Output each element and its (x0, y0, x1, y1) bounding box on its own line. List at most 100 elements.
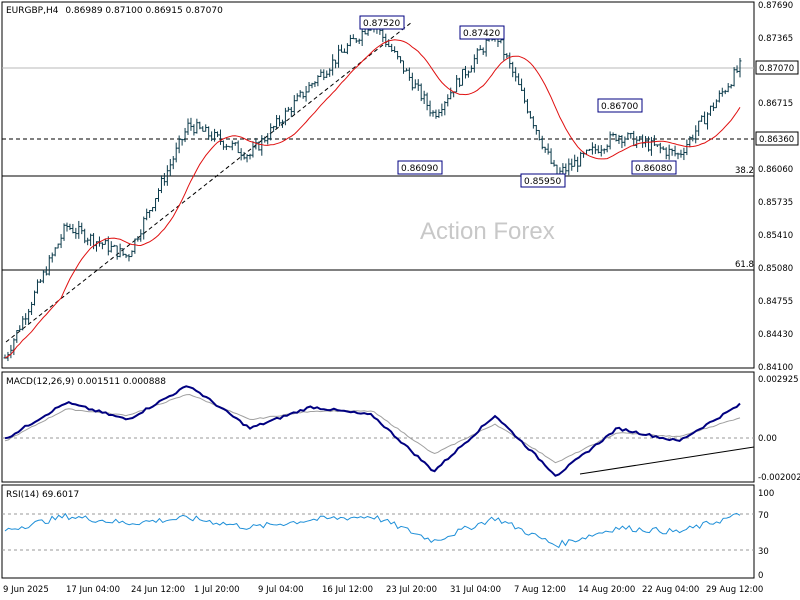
price-bar (334, 59, 338, 69)
price-bar (174, 142, 178, 163)
price-bar (549, 148, 553, 165)
price-bar (345, 43, 349, 55)
price-bar (525, 98, 529, 114)
price-bar (289, 106, 293, 118)
price-bar (564, 163, 568, 175)
price-bar (635, 136, 639, 149)
price-bar (227, 145, 231, 148)
price-bar (103, 239, 107, 245)
price-bar (298, 90, 302, 98)
price-bar (38, 279, 42, 284)
price-bar (576, 156, 580, 173)
price-bar (638, 135, 642, 142)
price-bar (711, 102, 715, 111)
time-tick: 17 Jun 04:00 (66, 585, 120, 595)
price-bar (605, 144, 609, 153)
price-bar (53, 247, 57, 257)
symbol-label: EURGBP,H4 (6, 6, 59, 16)
price-bar (322, 69, 326, 81)
price-bar (242, 151, 246, 160)
price-bar (531, 116, 535, 129)
price-bar (340, 44, 344, 53)
price-bar (189, 117, 193, 131)
price-bar (399, 56, 403, 64)
price-bar (629, 132, 633, 139)
price-bar (446, 94, 450, 107)
watermark: Action Forex (420, 218, 555, 245)
price-bar (307, 81, 311, 93)
time-tick: 16 Jul 12:00 (322, 585, 373, 595)
price-bar (723, 89, 727, 95)
price-bar (319, 69, 323, 78)
price-bar (145, 208, 149, 221)
price-bar (431, 110, 435, 117)
macd-tick-top: 0.002925 (758, 375, 799, 385)
price-bar (366, 29, 370, 36)
price-bar (171, 156, 175, 170)
macd-panel-frame (1, 371, 755, 483)
price-bar (348, 34, 352, 47)
price-bar (83, 228, 87, 244)
price-bar (27, 308, 31, 325)
price-bar (118, 243, 122, 258)
price-tick: 0.85410 (758, 231, 793, 241)
price-bar (381, 28, 385, 43)
annotation-86700-text: 0.86700 (601, 102, 638, 112)
price-bar (461, 68, 465, 86)
price-bar (396, 50, 400, 60)
price-bar (596, 145, 600, 154)
price-bar (614, 133, 618, 142)
price-bar (316, 75, 320, 87)
price-bar (266, 133, 270, 145)
price-bar (236, 140, 240, 154)
annotation-87420: 0.87420 (459, 25, 505, 40)
price-bar (419, 83, 423, 102)
price-bar (706, 112, 710, 130)
price-bar (62, 223, 66, 241)
price-bar (528, 110, 532, 119)
price-bar (354, 37, 358, 43)
annotation-87520: 0.87520 (359, 15, 405, 30)
price-bar (729, 84, 733, 89)
price-bar (100, 242, 104, 250)
time-tick: 9 Jun 2025 (3, 585, 49, 595)
price-bar (499, 39, 503, 44)
price-bar (195, 118, 199, 134)
price-bar (257, 141, 261, 151)
price-bar (221, 140, 225, 150)
price-bar (337, 44, 341, 68)
price-bar (410, 72, 414, 91)
price-bar (523, 87, 527, 104)
price-bar (404, 68, 408, 72)
price-bar (641, 134, 645, 148)
price-bar (216, 131, 220, 138)
price-bar (292, 95, 296, 115)
price-bar (517, 73, 521, 86)
price-bar (148, 210, 152, 218)
time-tick: 14 Aug 20:00 (578, 585, 635, 595)
price-bar (694, 125, 698, 144)
price-bar (263, 136, 267, 143)
rsi-line (4, 512, 741, 549)
price-bar (422, 90, 426, 104)
price-bar (210, 131, 214, 142)
price-bar (59, 234, 63, 249)
price-bar (233, 142, 237, 146)
price-bar (599, 145, 603, 157)
price-bar (685, 139, 689, 156)
price-bar (658, 142, 662, 154)
price-bar (130, 250, 134, 258)
price-tick: 0.84430 (758, 330, 793, 340)
price-bar (720, 87, 724, 97)
rsi-tick-70: 70 (758, 511, 769, 521)
price-bar (573, 154, 577, 167)
price-bar (275, 114, 279, 129)
price-bar (68, 223, 72, 231)
price-bar (505, 53, 509, 59)
price-bar (472, 54, 476, 73)
price-bar (413, 79, 417, 89)
price-bar (278, 115, 282, 127)
time-tick: 23 Jul 20:00 (386, 585, 437, 595)
price-tick: 0.87690 (758, 1, 793, 11)
price-bar (301, 91, 305, 99)
